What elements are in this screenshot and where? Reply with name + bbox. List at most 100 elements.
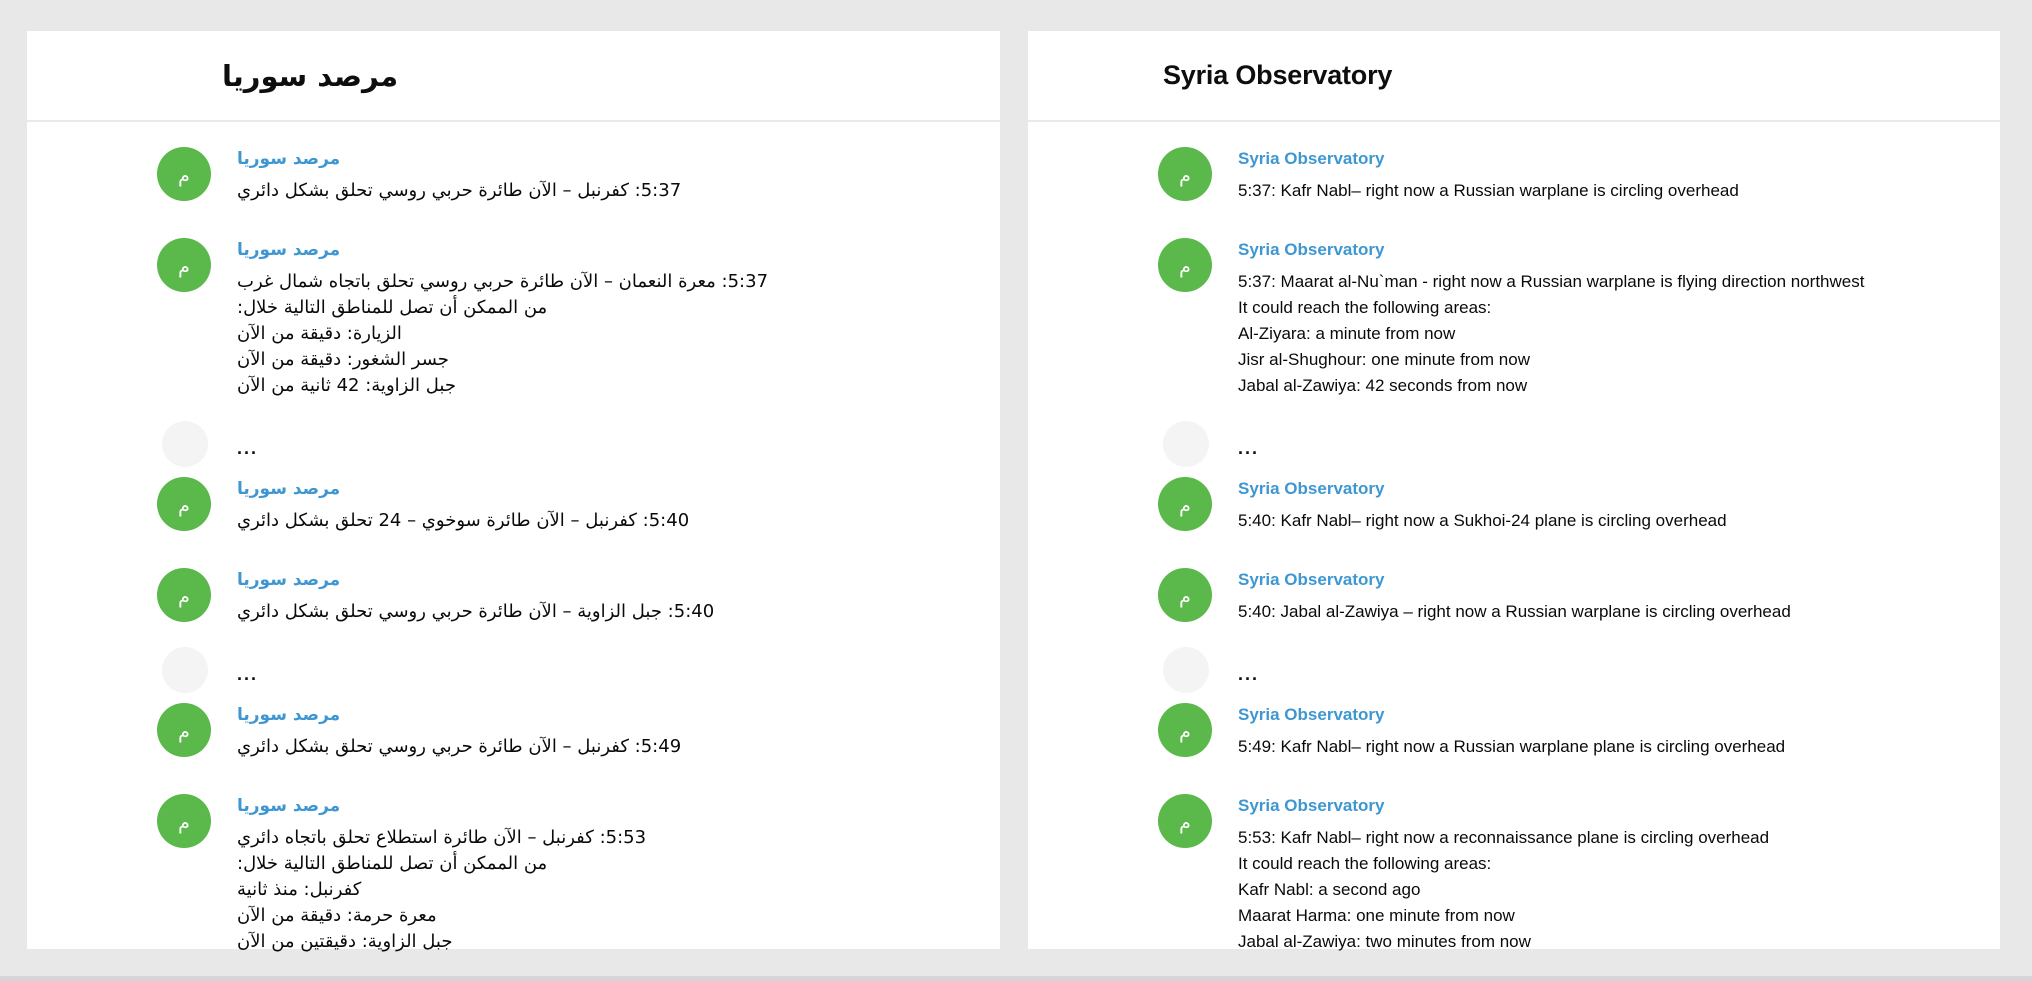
sender-name[interactable]: مرصد سوريا xyxy=(237,479,341,499)
sender-avatar[interactable]: م xyxy=(157,147,211,201)
message-line: الزيارة: دقيقة من الآن xyxy=(237,323,402,344)
avatar-letter: م xyxy=(178,165,190,187)
message-row: م Syria Observatory 5:49: Kafr Nabl– rig… xyxy=(1158,703,1970,760)
sender-name[interactable]: مرصد سوريا xyxy=(237,240,341,260)
message-line: Jabal al-Zawiya: two minutes from now xyxy=(1238,932,1531,951)
sender-avatar[interactable]: م xyxy=(1158,794,1212,848)
message-line: Jabal al-Zawiya: 42 seconds from now xyxy=(1238,376,1528,395)
english-message-list: م Syria Observatory 5:37: Kafr Nabl– rig… xyxy=(1028,122,2000,955)
message-line: 5:53: كفرنبل – الآن طائرة استطلاع تحلق ب… xyxy=(237,827,647,848)
sender-name[interactable]: Syria Observatory xyxy=(1238,705,1385,724)
avatar-letter: م xyxy=(1179,586,1191,608)
avatar-letter: م xyxy=(178,812,190,834)
arabic-chat-header: مرصد سوريا xyxy=(27,31,1000,122)
message-line: Jisr al-Shughour: one minute from now xyxy=(1238,350,1530,369)
message-line: 5:37: معرة النعمان – الآن طائرة حربي روس… xyxy=(237,271,769,292)
sender-name[interactable]: Syria Observatory xyxy=(1238,570,1385,589)
sender-avatar[interactable]: م xyxy=(1158,147,1212,201)
cropped-avatar-ghost xyxy=(1163,421,1209,467)
omitted-messages-indicator: ... xyxy=(1158,421,1970,467)
sender-name[interactable]: مرصد سوريا xyxy=(237,796,341,816)
message-row: م Syria Observatory 5:37: Kafr Nabl– rig… xyxy=(1158,147,1970,204)
sender-avatar[interactable]: م xyxy=(157,568,211,622)
sender-name[interactable]: Syria Observatory xyxy=(1238,149,1385,168)
message-row: م مرصد سوريا 5:53: كفرنبل – الآن طائرة ا… xyxy=(157,794,970,955)
arabic-chat-panel: مرصد سوريا م مرصد سوريا 5:37: كفرنبل – ا… xyxy=(27,31,1000,952)
message-line: 5:40: Jabal al-Zawiya – right now a Russ… xyxy=(1238,602,1791,621)
message-line: كفرنبل: منذ ثانية xyxy=(237,879,362,900)
message-line: 5:37: Kafr Nabl– right now a Russian war… xyxy=(1238,181,1739,200)
sender-avatar[interactable]: م xyxy=(1158,568,1212,622)
omitted-messages-indicator: ... xyxy=(157,647,970,693)
message-line: Maarat Harma: one minute from now xyxy=(1238,906,1515,925)
arabic-chat-title: مرصد سوريا xyxy=(222,58,399,93)
message-content: Syria Observatory 5:40: Kafr Nabl– right… xyxy=(1238,477,1727,534)
message-row: م Syria Observatory 5:53: Kafr Nabl– rig… xyxy=(1158,794,1970,955)
cropped-avatar-ghost xyxy=(162,421,208,467)
message-line: 5:53: Kafr Nabl– right now a reconnaissa… xyxy=(1238,828,1770,847)
sender-name[interactable]: Syria Observatory xyxy=(1238,240,1385,259)
cropped-avatar-ghost xyxy=(162,647,208,693)
message-row: م مرصد سوريا 5:40: كفرنبل – الآن طائرة س… xyxy=(157,477,970,534)
avatar-letter: م xyxy=(178,586,190,608)
message-text: 5:40: جبل الزاوية – الآن طائرة حربي روسي… xyxy=(237,599,714,625)
message-text: 5:53: Kafr Nabl– right now a reconnaissa… xyxy=(1238,825,1769,955)
sender-avatar[interactable]: م xyxy=(157,703,211,757)
ellipsis-dots: ... xyxy=(237,663,259,684)
bottom-edge xyxy=(0,976,2032,981)
message-text: 5:40: Jabal al-Zawiya – right now a Russ… xyxy=(1238,599,1791,625)
sender-avatar[interactable]: م xyxy=(157,238,211,292)
message-line: جبل الزاوية: 42 ثانية من الآن xyxy=(237,375,456,396)
sender-avatar[interactable]: م xyxy=(1158,238,1212,292)
sender-name[interactable]: Syria Observatory xyxy=(1238,479,1385,498)
message-text: 5:40: Kafr Nabl– right now a Sukhoi-24 p… xyxy=(1238,508,1727,534)
omitted-messages-indicator: ... xyxy=(1158,647,1970,693)
ellipsis-dots: ... xyxy=(1238,663,1260,684)
ellipsis-dots: ... xyxy=(1238,437,1260,458)
sender-avatar[interactable]: م xyxy=(157,794,211,848)
sender-name[interactable]: مرصد سوريا xyxy=(237,570,341,590)
omitted-messages-indicator: ... xyxy=(157,421,970,467)
message-line: 5:40: جبل الزاوية – الآن طائرة حربي روسي… xyxy=(237,601,715,622)
avatar-letter: م xyxy=(178,495,190,517)
message-text: 5:49: كفرنبل – الآن طائرة حربي روسي تحلق… xyxy=(237,734,681,760)
message-text: 5:40: كفرنبل – الآن طائرة سوخوي – 24 تحل… xyxy=(237,508,689,534)
sender-avatar[interactable]: م xyxy=(157,477,211,531)
message-line: 5:40: كفرنبل – الآن طائرة سوخوي – 24 تحل… xyxy=(237,510,690,531)
message-line: It could reach the following areas: xyxy=(1238,298,1492,317)
sender-name[interactable]: مرصد سوريا xyxy=(237,149,341,169)
message-content: مرصد سوريا 5:37: معرة النعمان – الآن طائ… xyxy=(237,238,768,399)
message-line: معرة حرمة: دقيقة من الآن xyxy=(237,905,437,926)
message-content: مرصد سوريا 5:40: جبل الزاوية – الآن طائر… xyxy=(237,568,714,625)
message-line: 5:49: كفرنبل – الآن طائرة حربي روسي تحلق… xyxy=(237,736,682,757)
sender-avatar[interactable]: م xyxy=(1158,477,1212,531)
message-content: مرصد سوريا 5:53: كفرنبل – الآن طائرة است… xyxy=(237,794,646,955)
english-chat-panel: Syria Observatory م Syria Observatory 5:… xyxy=(1028,31,2000,951)
sender-avatar[interactable]: م xyxy=(1158,703,1212,757)
message-line: Kafr Nabl: a second ago xyxy=(1238,880,1421,899)
english-chat-title: Syria Observatory xyxy=(1163,60,1393,90)
message-text: 5:53: كفرنبل – الآن طائرة استطلاع تحلق ب… xyxy=(237,825,646,955)
message-line: Al-Ziyara: a minute from now xyxy=(1238,324,1456,343)
message-row: م Syria Observatory 5:37: Maarat al-Nu`m… xyxy=(1158,238,1970,399)
sender-name[interactable]: مرصد سوريا xyxy=(237,705,341,725)
avatar-letter: م xyxy=(178,721,190,743)
message-row: م Syria Observatory 5:40: Kafr Nabl– rig… xyxy=(1158,477,1970,534)
message-content: مرصد سوريا 5:49: كفرنبل – الآن طائرة حرب… xyxy=(237,703,681,760)
message-text: 5:37: Maarat al-Nu`man - right now a Rus… xyxy=(1238,269,1864,399)
sender-name[interactable]: Syria Observatory xyxy=(1238,796,1385,815)
message-line: 5:49: Kafr Nabl– right now a Russian war… xyxy=(1238,737,1786,756)
arabic-message-list: م مرصد سوريا 5:37: كفرنبل – الآن طائرة ح… xyxy=(27,122,1000,955)
message-text: 5:37: Kafr Nabl– right now a Russian war… xyxy=(1238,178,1739,204)
message-row: م Syria Observatory 5:40: Jabal al-Zawiy… xyxy=(1158,568,1970,625)
message-row: م مرصد سوريا 5:37: كفرنبل – الآن طائرة ح… xyxy=(157,147,970,204)
message-line: من الممكن أن تصل للمناطق التالية خلال: xyxy=(237,297,548,318)
message-content: Syria Observatory 5:40: Jabal al-Zawiya … xyxy=(1238,568,1791,625)
message-line: جبل الزاوية: دقيقتين من الآن xyxy=(237,931,453,952)
avatar-letter: م xyxy=(1179,721,1191,743)
message-content: مرصد سوريا 5:37: كفرنبل – الآن طائرة حرب… xyxy=(237,147,681,204)
message-line: 5:37: كفرنبل – الآن طائرة حربي روسي تحلق… xyxy=(237,180,682,201)
english-chat-header: Syria Observatory xyxy=(1028,31,2000,122)
message-line: جسر الشغور: دقيقة من الآن xyxy=(237,349,449,370)
